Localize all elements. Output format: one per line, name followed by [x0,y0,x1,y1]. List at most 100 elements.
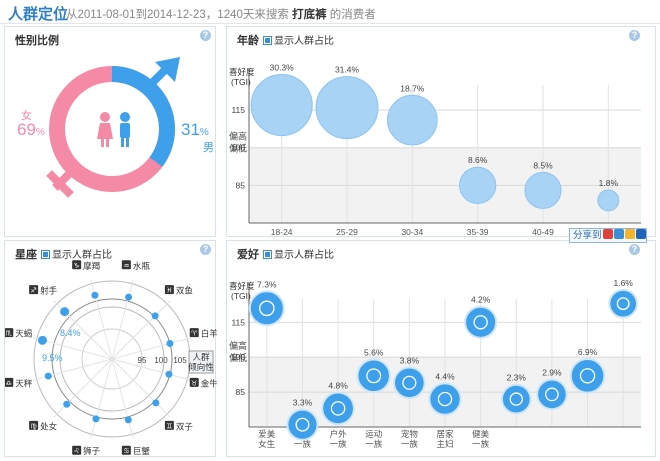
hobby-bubble-icon [509,392,523,406]
age-bubble [524,171,562,209]
gender-panel-title: 性别比例 [15,35,59,47]
hobby-bubble [356,358,391,394]
radar-point [37,335,47,345]
bubble-value-label: 4.2% [471,295,491,305]
hobby-bubble [464,305,498,339]
subtitle-date-range: 从2011-08-01到2014-12-23，1240天来搜索 [66,9,289,21]
zodiac-icon [189,328,199,338]
radar-ring-label: 100 [154,356,168,365]
zodiac-icon-glyph: ♑ [74,263,80,270]
zodiac-icon-glyph: ♎ [6,380,12,387]
male-percent-sign: % [199,127,209,138]
bubble-value-label: 2.3% [507,373,527,383]
help-icon[interactable]: ? [629,244,640,255]
radar-spoke [111,279,134,360]
bubble-value-label: 4.4% [435,371,455,381]
hobby-title-text: 爱好 [237,249,259,261]
age-bubble [597,189,620,212]
hobby-bubble-icon [402,375,417,390]
zodiac-icon [5,328,14,338]
tencent-weibo-share-icon[interactable] [624,229,635,239]
y-tick-label: 85 [236,387,246,397]
hobby-panel-title: 爱好 显示人群占比 [237,246,334,262]
bubble-value-label: 5.6% [364,348,384,358]
age-checkbox-label[interactable]: 显示人群占比 [274,36,334,47]
radar-share-label: 9.5% [42,353,63,363]
female-person-icon [97,112,113,147]
age-bubble [250,74,313,137]
female-label: 女 [21,110,32,122]
radar-point [151,312,159,320]
y-axis-title: 喜好度 [229,281,255,291]
hobby-bubble-icon [579,368,596,384]
hobby-bubble [248,290,285,327]
age-show-share-checkbox[interactable] [263,36,272,45]
band-label-high: 偏高 [229,131,247,142]
radar-spoke [111,337,192,360]
y-axis-subtitle: (TGI) [231,291,251,301]
bubble-value-label: 18.7% [400,83,425,93]
y-tick-label: 115 [231,317,245,327]
help-icon[interactable]: ? [200,244,211,255]
hobby-bubble-icon [259,300,275,317]
help-icon[interactable]: ? [629,30,640,41]
x-tick-label: 健美一族 [472,429,490,449]
radar-point [152,399,160,407]
band-label-low: 偏低 [229,143,247,154]
hobby-bubble-icon [330,401,346,416]
y-axis-title: 喜好度 [229,67,255,77]
renren-share-icon[interactable] [635,229,646,239]
zodiac-icon-glyph: ♋ [123,448,129,455]
hobby-bubble [321,391,355,426]
male-label: 男 [203,142,214,154]
male-value: 31% [181,120,209,140]
hobby-checkbox-label[interactable]: 显示人群占比 [274,250,334,261]
bubble-value-label: 6.9% [578,347,598,357]
y-tick-label: 85 [236,180,246,190]
zodiac-icon-glyph: ♓ [166,287,172,295]
hobby-bubble-icon [545,387,559,402]
hobby-chart: 85100115喜好度(TGI)偏高偏低爱美女生数码一族户外一族运动一族宠物一族… [229,278,641,449]
radar-point [91,291,99,299]
zodiac-icon [29,420,39,430]
radar-point [60,307,70,317]
bubble-value-label: 3.3% [293,398,313,408]
bubble-value-label: 1.8% [599,178,619,188]
zodiac-label: 水瓶 [133,261,151,271]
band-label-low: 偏低 [229,352,247,363]
zodiac-icon [72,445,82,455]
share-bar: 分享到 [569,228,647,243]
female-percent-number: 69 [17,120,36,139]
zodiac-icon [72,260,82,270]
radar-point [165,370,173,378]
age-panel: 年龄 显示人群占比 ? 85 100 115 喜好度 (TGI) 偏高 偏低 18-24 25-2… [226,26,656,237]
zodiac-label: 狮子 [83,446,101,456]
help-icon[interactable]: ? [200,30,211,41]
constellation-checkbox-label[interactable]: 显示人群占比 [52,250,112,261]
radar-point [44,372,52,380]
radar-point [125,293,133,301]
y-tick-label: 100 [231,352,245,362]
hobby-bubble [393,366,426,400]
bubble-value-label: 31.4% [335,65,360,75]
bubble-value-label: 3.8% [400,355,420,365]
zodiac-label: 金牛 [201,378,217,388]
hobby-show-share-checkbox[interactable] [263,250,272,259]
y-tick-label: 115 [231,105,245,115]
weibo-share-icon[interactable] [602,229,613,239]
zodiac-label: 双鱼 [176,286,193,296]
zodiac-label: 处女 [40,421,58,431]
zodiac-label: 巨蟹 [133,446,151,456]
constellation-show-share-checkbox[interactable] [41,250,50,259]
constellation-title-text: 星座 [15,249,37,261]
radar-spoke [90,358,113,439]
band-label-high: 偏高 [229,340,247,351]
zodiac-label: 射手 [40,286,58,296]
qzone-share-icon[interactable] [613,229,624,239]
x-tick-label: 30-34 [401,227,423,237]
radar-ring-label: 95 [138,356,147,365]
x-tick-label: 户外一族 [330,429,348,449]
hobby-bubble [286,408,319,441]
